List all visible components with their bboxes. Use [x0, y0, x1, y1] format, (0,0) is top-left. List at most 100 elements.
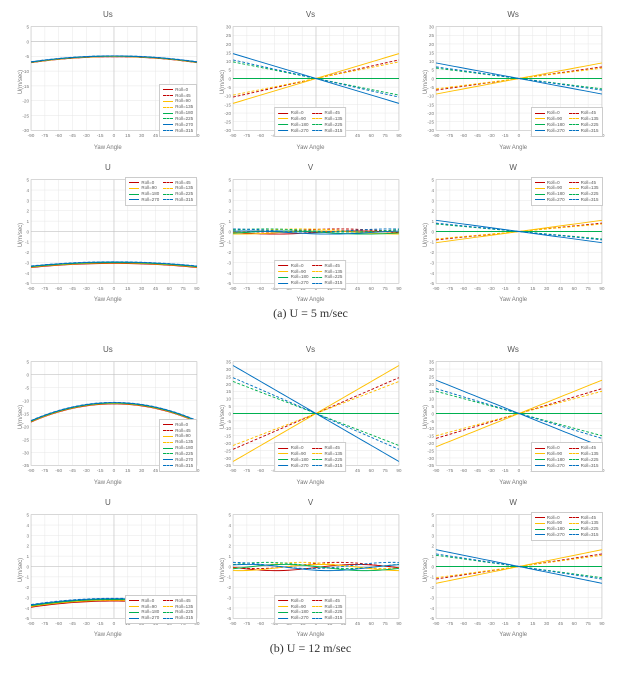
legend: Roll=0Roll=45Roll=90Roll=135Roll=180Roll…	[531, 512, 603, 541]
x-axis-label: Yaw Angle	[416, 145, 611, 151]
svg-text:0: 0	[431, 564, 434, 569]
svg-text:-10: -10	[427, 94, 434, 99]
svg-text:-30: -30	[488, 620, 495, 625]
panel-title: U	[11, 163, 206, 172]
svg-text:-90: -90	[432, 620, 439, 625]
svg-text:15: 15	[530, 285, 536, 290]
panel-grid: UsU(m/sec)-30-25-20-15-10-505-90-75-60-4…	[11, 10, 611, 300]
svg-text:-5: -5	[227, 419, 232, 424]
figure-caption: (a) U = 5 m/sec	[10, 306, 611, 321]
svg-text:90: 90	[396, 468, 402, 473]
svg-text:-4: -4	[24, 605, 29, 610]
svg-text:-90: -90	[432, 285, 439, 290]
svg-text:-30: -30	[82, 133, 89, 138]
svg-text:0: 0	[26, 373, 29, 378]
svg-text:5: 5	[26, 177, 29, 182]
svg-text:-60: -60	[55, 133, 62, 138]
svg-text:5: 5	[431, 177, 434, 182]
panel-title: W	[416, 163, 611, 172]
svg-text:5: 5	[431, 404, 434, 409]
svg-text:25: 25	[429, 374, 435, 379]
svg-text:-4: -4	[227, 270, 232, 275]
svg-text:-60: -60	[460, 468, 467, 473]
svg-text:-3: -3	[227, 595, 232, 600]
svg-text:0: 0	[229, 76, 232, 81]
panel-a-Us: UsU(m/sec)-30-25-20-15-10-505-90-75-60-4…	[11, 10, 206, 155]
y-axis-label: U(m/sec)	[18, 558, 24, 582]
svg-text:5: 5	[431, 512, 434, 517]
svg-text:-60: -60	[257, 468, 264, 473]
svg-text:0: 0	[518, 285, 521, 290]
svg-text:-4: -4	[227, 605, 232, 610]
panel-b-Us: UsU(m/sec)-35-30-25-20-15-10-505-90-75-6…	[11, 345, 206, 490]
svg-text:-75: -75	[446, 285, 453, 290]
panel-b-U: UU(m/sec)-5-4-3-2-1012345-90-75-60-45-30…	[11, 498, 206, 643]
svg-text:-75: -75	[446, 620, 453, 625]
svg-text:-20: -20	[22, 99, 29, 104]
svg-text:5: 5	[229, 177, 232, 182]
svg-text:2: 2	[229, 208, 232, 213]
figure-caption: (b) U = 12 m/sec	[10, 641, 611, 656]
svg-text:-60: -60	[460, 133, 467, 138]
svg-text:45: 45	[558, 620, 564, 625]
svg-text:-25: -25	[225, 448, 232, 453]
svg-text:75: 75	[383, 468, 389, 473]
svg-text:0: 0	[112, 468, 115, 473]
svg-text:10: 10	[226, 397, 232, 402]
svg-text:4: 4	[26, 187, 29, 192]
figure-block-1: UsU(m/sec)-35-30-25-20-15-10-505-90-75-6…	[10, 345, 611, 656]
svg-text:5: 5	[26, 512, 29, 517]
svg-text:-30: -30	[488, 285, 495, 290]
svg-text:45: 45	[558, 285, 564, 290]
svg-text:-60: -60	[55, 468, 62, 473]
svg-text:3: 3	[431, 198, 434, 203]
legend: Roll=0Roll=45Roll=90Roll=135Roll=180Roll…	[531, 177, 603, 206]
svg-text:90: 90	[194, 285, 200, 290]
svg-text:0: 0	[431, 411, 434, 416]
svg-text:-90: -90	[27, 133, 34, 138]
svg-text:30: 30	[226, 25, 232, 30]
svg-text:-5: -5	[430, 419, 435, 424]
svg-text:-45: -45	[474, 285, 481, 290]
svg-text:-3: -3	[430, 595, 435, 600]
svg-text:-60: -60	[55, 620, 62, 625]
panel-title: Vs	[213, 10, 408, 19]
panel-a-U: UU(m/sec)-5-4-3-2-1012345-90-75-60-45-30…	[11, 163, 206, 308]
svg-text:-60: -60	[55, 285, 62, 290]
svg-text:-3: -3	[430, 260, 435, 265]
svg-text:45: 45	[355, 468, 361, 473]
svg-text:-45: -45	[474, 620, 481, 625]
svg-text:-60: -60	[460, 285, 467, 290]
svg-text:-75: -75	[244, 620, 251, 625]
svg-text:-75: -75	[244, 468, 251, 473]
y-axis-label: U(m/sec)	[18, 405, 24, 429]
svg-text:2: 2	[229, 543, 232, 548]
legend: Roll=0Roll=45Roll=90Roll=135Roll=180Roll…	[159, 419, 197, 472]
svg-text:3: 3	[26, 198, 29, 203]
svg-text:5: 5	[26, 25, 29, 30]
svg-text:75: 75	[585, 620, 591, 625]
svg-text:1: 1	[26, 554, 29, 559]
svg-text:-45: -45	[69, 468, 76, 473]
svg-text:-25: -25	[427, 120, 434, 125]
svg-text:45: 45	[152, 468, 158, 473]
svg-text:-60: -60	[257, 285, 264, 290]
svg-text:-75: -75	[244, 285, 251, 290]
svg-text:-90: -90	[432, 133, 439, 138]
svg-text:-15: -15	[427, 434, 434, 439]
svg-text:-2: -2	[227, 250, 232, 255]
x-axis-label: Yaw Angle	[416, 480, 611, 486]
svg-text:0: 0	[26, 564, 29, 569]
svg-text:30: 30	[226, 367, 232, 372]
y-axis-label: U(m/sec)	[18, 70, 24, 94]
svg-text:15: 15	[226, 50, 232, 55]
svg-text:0: 0	[26, 39, 29, 44]
x-axis-label: Yaw Angle	[416, 632, 611, 638]
svg-text:1: 1	[229, 219, 232, 224]
svg-text:-15: -15	[502, 133, 509, 138]
panel-a-V: VU(m/sec)-5-4-3-2-1012345-90-75-60-45-30…	[213, 163, 408, 308]
y-axis-label: U(m/sec)	[220, 558, 226, 582]
svg-text:-90: -90	[27, 468, 34, 473]
y-axis-label: U(m/sec)	[423, 558, 429, 582]
svg-text:-25: -25	[22, 113, 29, 118]
